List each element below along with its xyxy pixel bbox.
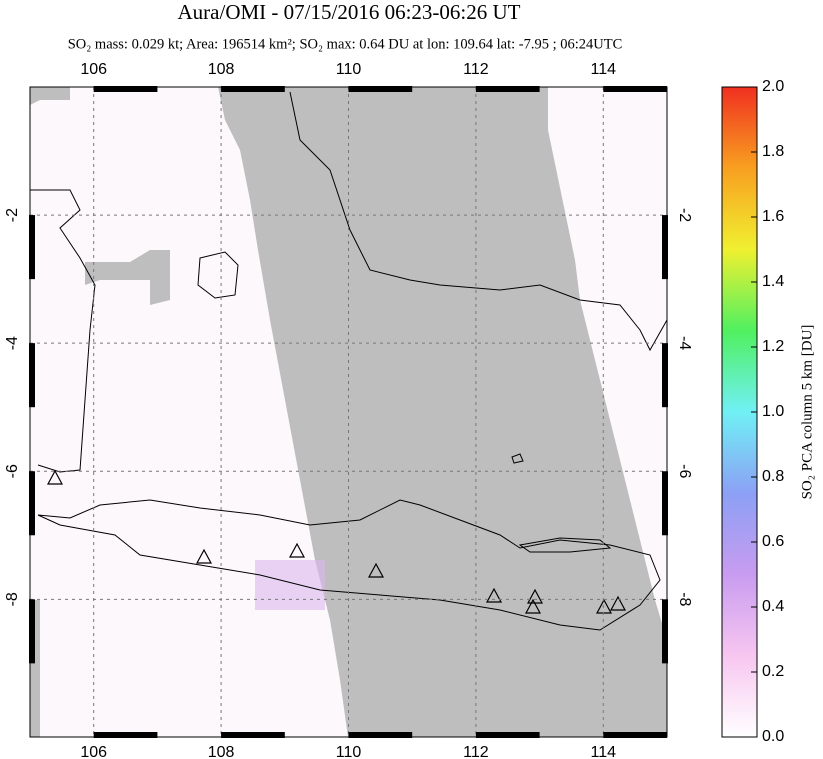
frame-tick (348, 732, 413, 738)
frame-tick (662, 343, 668, 408)
frame-tick (29, 343, 35, 408)
frame-tick (603, 732, 667, 738)
coastline (30, 189, 96, 473)
colorbar-tick-label: 1.0 (762, 403, 784, 420)
coastline (197, 251, 239, 299)
map-frame (29, 86, 668, 738)
axes (29, 86, 668, 738)
frame-tick (221, 86, 285, 92)
y-tick-label: -8 (4, 592, 21, 606)
colorbar-tick-label: 0.8 (762, 468, 784, 485)
x-tick-label: 112 (463, 744, 489, 759)
volcano (195, 548, 213, 564)
colorbar-tick-label: 1.4 (762, 273, 784, 290)
x-tick-label: 108 (208, 61, 235, 78)
x-tick-label: 106 (80, 744, 107, 759)
colorbar-tick-label: 1.2 (762, 338, 784, 355)
coastline (518, 537, 612, 553)
colorbar-label: SO₂ PCA column 5 km [DU] (799, 325, 815, 500)
title: Aura/OMI - 07/15/2016 06:23-06:26 UT (178, 0, 521, 24)
volcano (288, 542, 306, 558)
x-tick-label: 110 (336, 61, 362, 78)
volcano (595, 598, 613, 614)
frame-tick (348, 86, 413, 92)
frame-tick (662, 215, 668, 280)
x-tick-label: 106 (80, 61, 107, 78)
so2-patch (255, 560, 325, 610)
colorbar-tick-label: 1.6 (762, 208, 784, 225)
swath-gap (218, 87, 667, 737)
volcano (367, 562, 385, 578)
x-tick-label: 112 (463, 61, 489, 78)
no-data (85, 250, 170, 305)
frame-tick (29, 215, 35, 280)
colorbar-tick-label: 0.2 (762, 663, 784, 680)
y-tick-label: -6 (676, 464, 693, 478)
frame-tick (475, 86, 540, 92)
y-tick-label: -2 (4, 208, 21, 222)
frame-tick (475, 732, 540, 738)
frame-tick (29, 599, 35, 664)
colorbar-tick-label: 0.4 (762, 598, 784, 615)
y-tick-label: -6 (4, 464, 21, 478)
colorbar-tick-label: 2.0 (762, 78, 784, 95)
x-tick-label: 108 (208, 744, 235, 759)
coastline (289, 91, 667, 352)
x-tick-label: 114 (591, 744, 617, 759)
volcano (524, 598, 542, 614)
y-tick-label: -2 (676, 208, 693, 222)
frame-tick (29, 471, 35, 536)
colorbar-tick-label: 1.8 (762, 143, 784, 160)
frame-tick (662, 599, 668, 664)
subtitle: SO₂ mass: 0.029 kt; Area: 196514 km²; SO… (68, 36, 623, 52)
frame-tick (93, 86, 158, 92)
y-tick-label: -4 (676, 336, 693, 350)
no-data (30, 87, 70, 105)
coastline (511, 453, 524, 464)
colorbar-tick-label: 0.6 (762, 533, 784, 550)
frame-tick (662, 471, 668, 536)
y-tick-label: -8 (676, 592, 693, 606)
coastline (37, 499, 661, 631)
x-tick-label: 110 (336, 744, 362, 759)
volcano (46, 469, 64, 485)
frame-tick (603, 86, 667, 92)
y-tick-label: -4 (4, 336, 21, 350)
volcano (485, 587, 503, 603)
colorbar-tick-label: 0.0 (762, 728, 784, 745)
frame-tick (221, 732, 285, 738)
frame-tick (93, 732, 158, 738)
x-tick-label: 114 (591, 61, 617, 78)
volcano (609, 595, 627, 611)
